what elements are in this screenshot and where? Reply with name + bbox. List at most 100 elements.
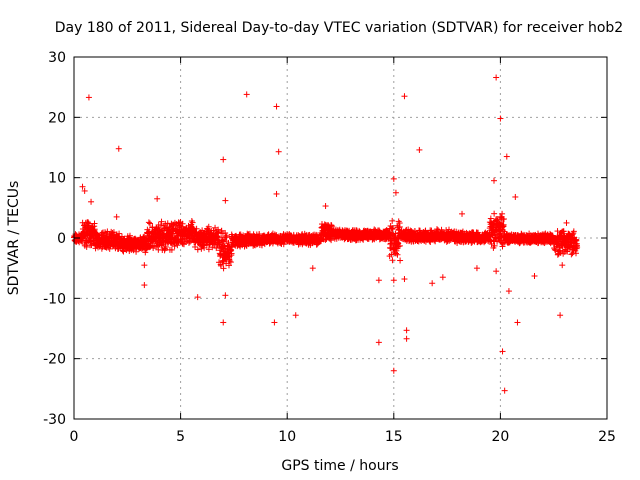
outlier-point — [473, 265, 480, 272]
data-point — [491, 210, 498, 217]
data-point — [157, 222, 164, 229]
outlier-point — [401, 93, 408, 100]
x-tick-label: 15 — [385, 429, 403, 445]
data-point — [389, 217, 396, 224]
data-point — [158, 218, 165, 225]
outlier-point — [559, 262, 566, 269]
data-point — [194, 246, 201, 253]
outlier-point — [499, 348, 506, 355]
outlier-point — [401, 276, 408, 283]
y-tick-label: 10 — [48, 171, 66, 187]
data-point — [147, 220, 154, 227]
outlier-point — [493, 74, 500, 81]
outlier-point — [493, 268, 500, 275]
outlier-point — [222, 197, 229, 204]
data-point — [226, 257, 233, 264]
y-axis-label: SDTVAR / TECUs — [6, 181, 22, 296]
outlier-point — [390, 175, 397, 182]
data-point — [227, 259, 234, 266]
data-point — [321, 221, 328, 228]
x-tick-label: 20 — [491, 429, 509, 445]
outlier-point — [514, 319, 521, 326]
outlier-point — [375, 277, 382, 284]
outlier-point — [531, 273, 538, 280]
outlier-point — [243, 91, 250, 98]
data-point — [218, 227, 225, 234]
data-point — [226, 262, 233, 269]
x-tick-label: 25 — [598, 429, 616, 445]
outlier-point — [403, 327, 410, 334]
x-axis-label: GPS time / hours — [281, 458, 398, 474]
x-tick-label: 0 — [70, 429, 79, 445]
outlier-point — [194, 294, 201, 301]
outlier-point — [88, 198, 95, 205]
outlier-point — [322, 203, 329, 210]
data-point — [199, 227, 206, 234]
y-tick-label: 20 — [48, 110, 66, 126]
y-tick-label: 0 — [57, 231, 66, 247]
outlier-point — [503, 153, 510, 160]
data-point — [166, 223, 173, 230]
data-point — [174, 242, 181, 249]
data-point — [201, 244, 208, 251]
outlier-point — [275, 148, 282, 155]
outlier-point — [292, 312, 299, 319]
outlier-point — [141, 282, 148, 289]
outlier-point — [390, 367, 397, 374]
data-points — [71, 74, 581, 394]
data-point — [389, 257, 396, 264]
outlier-point — [501, 387, 508, 394]
data-point — [397, 257, 404, 264]
outlier-point — [220, 156, 227, 163]
data-point — [193, 225, 200, 232]
data-point — [228, 250, 235, 257]
data-point — [210, 227, 217, 234]
outlier-point — [273, 190, 280, 197]
data-point — [142, 249, 149, 256]
y-tick-label: -30 — [43, 412, 66, 428]
outlier-point — [563, 219, 570, 226]
outlier-point — [115, 145, 122, 152]
outlier-point — [85, 94, 92, 101]
data-point — [220, 265, 227, 272]
outlier-point — [416, 146, 423, 153]
data-point — [198, 245, 205, 252]
outlier-point — [390, 277, 397, 284]
outlier-point — [491, 177, 498, 184]
data-point — [188, 217, 195, 224]
data-point — [168, 246, 175, 253]
data-point — [212, 224, 219, 231]
data-point — [179, 220, 186, 227]
data-point — [217, 262, 224, 269]
data-point — [153, 243, 160, 250]
outlier-point — [459, 210, 466, 217]
outlier-point — [273, 103, 280, 110]
data-point — [189, 219, 196, 226]
outlier-point — [154, 195, 161, 202]
outlier-point — [497, 115, 504, 122]
data-point — [176, 220, 183, 227]
outlier-point — [113, 213, 120, 220]
x-tick-label: 5 — [176, 429, 185, 445]
data-point — [162, 243, 169, 250]
data-point — [145, 219, 152, 226]
data-point — [91, 220, 98, 227]
y-tick-label: -10 — [43, 291, 66, 307]
outlier-point — [403, 335, 410, 342]
outlier-point — [222, 292, 229, 299]
outlier-point — [505, 288, 512, 295]
data-point — [109, 229, 116, 236]
data-point — [328, 223, 335, 230]
outlier-point — [375, 339, 382, 346]
x-tick-label: 10 — [278, 429, 296, 445]
data-point — [223, 232, 230, 239]
outlier-point — [439, 274, 446, 281]
chart-title: Day 180 of 2011, Sidereal Day-to-day VTE… — [55, 20, 623, 36]
outlier-point — [429, 280, 436, 287]
outlier-point — [220, 319, 227, 326]
y-tick-label: -20 — [43, 352, 66, 368]
data-point — [126, 232, 133, 239]
outlier-point — [271, 319, 278, 326]
outlier-point — [141, 262, 148, 269]
